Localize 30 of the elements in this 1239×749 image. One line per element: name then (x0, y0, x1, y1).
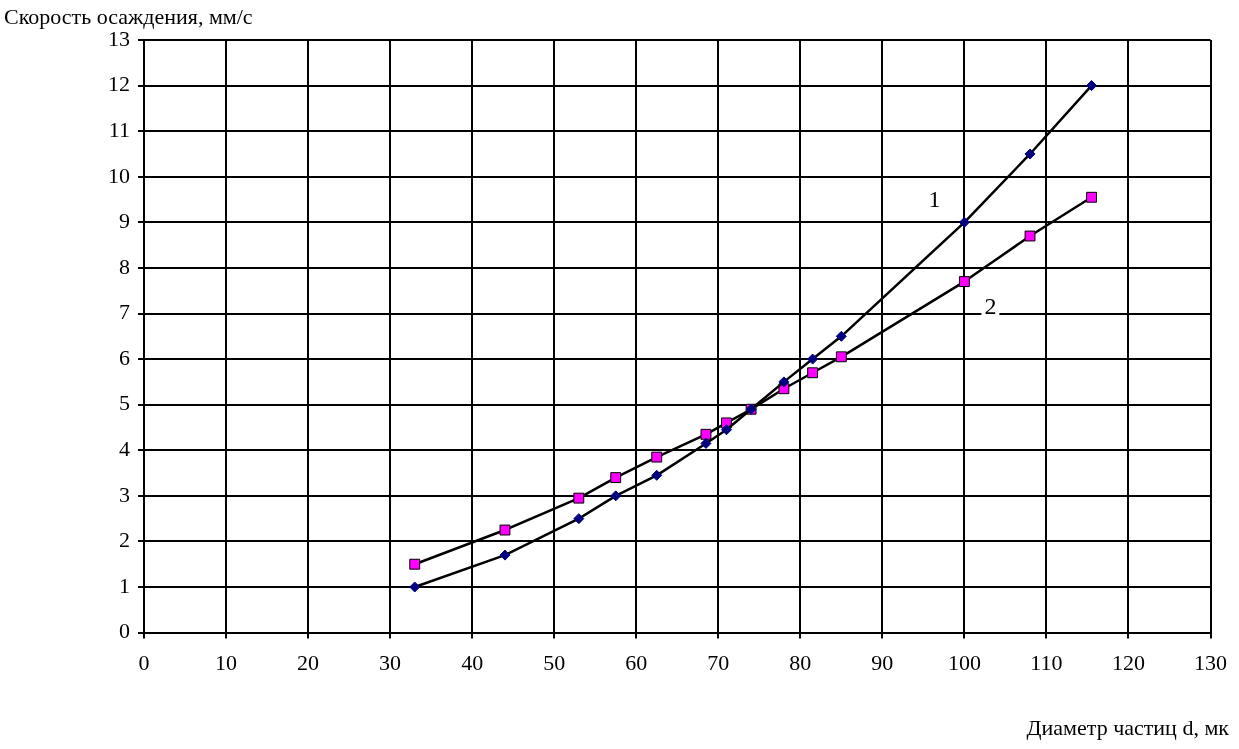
y-tick-label: 4 (119, 436, 130, 462)
y-tick-label: 11 (108, 116, 130, 142)
x-tick-label: 90 (871, 649, 894, 675)
x-tick-label: 130 (1194, 649, 1227, 675)
y-tick-label: 1 (119, 572, 130, 598)
x-axis-title: Диаметр частиц d, мк (1026, 715, 1229, 741)
y-tick-label: 10 (108, 162, 130, 188)
x-tick-label: 120 (1111, 649, 1145, 675)
y-tick-label: 5 (119, 390, 130, 416)
x-tick-label: 20 (297, 649, 320, 675)
y-tick-label: 3 (119, 481, 130, 507)
x-tick-label: 80 (789, 649, 812, 675)
series-label: 1 (928, 185, 941, 212)
x-tick-label: 70 (707, 649, 730, 675)
series-label: 2 (984, 292, 997, 319)
y-tick-label: 8 (119, 253, 130, 279)
y-tick-label: 9 (119, 208, 130, 234)
x-tick-label: 10 (215, 649, 238, 675)
x-tick-label: 60 (625, 649, 648, 675)
y-tick-label: 2 (119, 527, 130, 553)
x-tick-label: 100 (947, 649, 981, 675)
x-tick-label: 110 (1030, 649, 1063, 675)
x-tick-label: 40 (461, 649, 484, 675)
y-tick-label: 12 (108, 71, 130, 97)
y-tick-label: 0 (119, 618, 130, 644)
x-tick-label: 0 (138, 649, 150, 675)
y-tick-label: 7 (119, 299, 130, 325)
x-tick-label: 30 (379, 649, 402, 675)
y-tick-label: 6 (119, 344, 130, 370)
x-tick-label: 50 (543, 649, 566, 675)
